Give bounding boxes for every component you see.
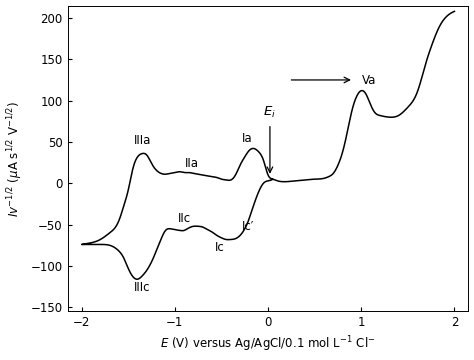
Text: IIa: IIa xyxy=(185,157,199,170)
Text: Ic: Ic xyxy=(215,241,225,254)
Text: Va: Va xyxy=(362,74,376,87)
Y-axis label: $Iv^{-1/2}$ ($\mu$A s$^{1/2}$ V$^{-1/2}$): $Iv^{-1/2}$ ($\mu$A s$^{1/2}$ V$^{-1/2}$… xyxy=(6,100,25,216)
Text: $E_i$: $E_i$ xyxy=(264,104,276,120)
Text: IIIa: IIIa xyxy=(134,134,151,147)
Text: Ia: Ia xyxy=(242,132,253,145)
Text: IIc: IIc xyxy=(178,212,191,225)
Text: IIIc: IIIc xyxy=(134,281,151,294)
Text: Ic′: Ic′ xyxy=(241,220,254,233)
X-axis label: $E$ (V) versus Ag/AgCl/0.1 mol L$^{-1}$ Cl$^{-}$: $E$ (V) versus Ag/AgCl/0.1 mol L$^{-1}$ … xyxy=(160,335,376,355)
